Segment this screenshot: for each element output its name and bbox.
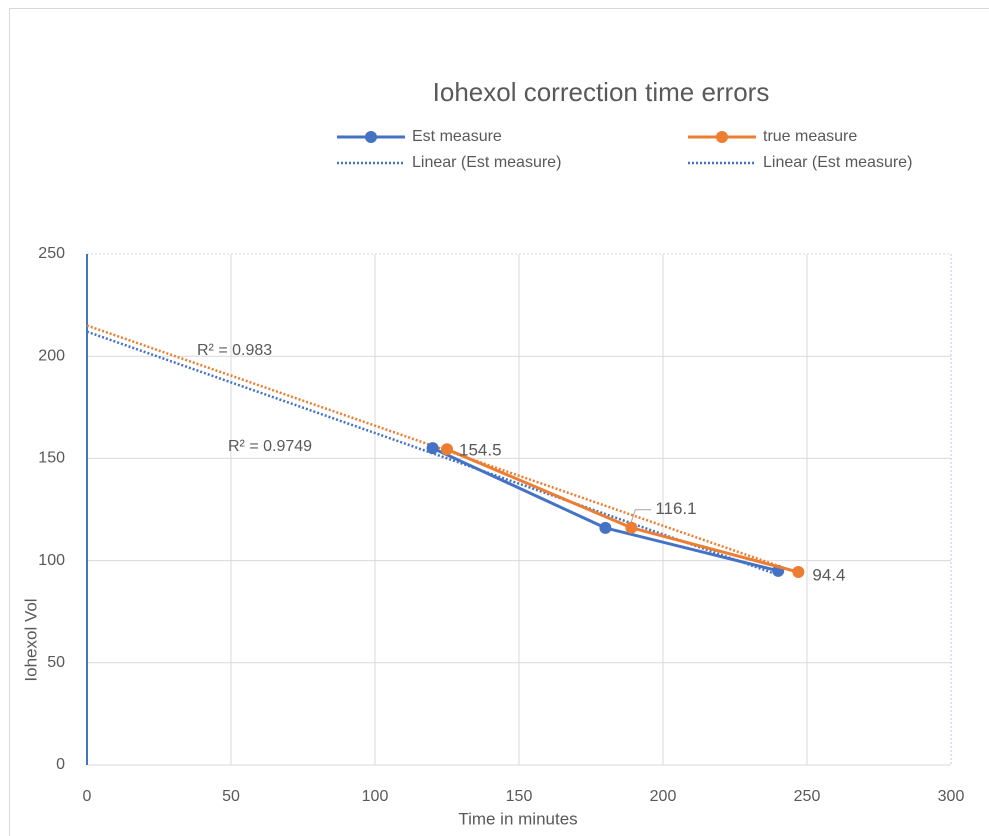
legend-label: Linear (Est measure) xyxy=(412,154,561,171)
y-tick-label: 150 xyxy=(38,450,65,467)
y-tick-label: 0 xyxy=(56,756,65,773)
x-tick-label: 150 xyxy=(506,788,533,805)
legend-marker xyxy=(716,131,728,143)
x-tick-label: 0 xyxy=(83,788,92,805)
leader-line xyxy=(630,509,652,522)
y-tick-label: 250 xyxy=(38,245,65,262)
data-label: 116.1 xyxy=(655,499,696,518)
marker xyxy=(792,566,805,579)
chart-border xyxy=(9,8,989,836)
marker xyxy=(625,521,638,534)
y-tick-label: 200 xyxy=(38,347,65,364)
marker xyxy=(599,521,612,534)
y-axis-label: Iohexol Vol xyxy=(21,598,40,681)
legend-label: Linear (Est measure) xyxy=(763,154,912,171)
data-label: 94.4 xyxy=(812,566,845,585)
x-tick-label: 250 xyxy=(794,788,821,805)
data-label: 154.5 xyxy=(459,441,502,460)
r-squared-label: R² = 0.9749 xyxy=(228,438,312,455)
r-squared-label: R² = 0.983 xyxy=(197,342,272,359)
chart-title: Iohexol correction time errors xyxy=(433,77,770,107)
x-tick-label: 100 xyxy=(362,788,389,805)
legend-marker xyxy=(365,131,377,143)
x-tick-label: 300 xyxy=(938,788,965,805)
y-tick-label: 100 xyxy=(38,552,65,569)
y-tick-label: 50 xyxy=(47,654,65,671)
legend-label: true measure xyxy=(763,128,857,145)
x-tick-label: 200 xyxy=(650,788,677,805)
marker xyxy=(441,443,453,456)
x-axis-label: Time in minutes xyxy=(458,809,577,828)
x-tick-label: 50 xyxy=(222,788,240,805)
marker xyxy=(426,442,439,455)
legend-label: Est measure xyxy=(412,128,502,145)
